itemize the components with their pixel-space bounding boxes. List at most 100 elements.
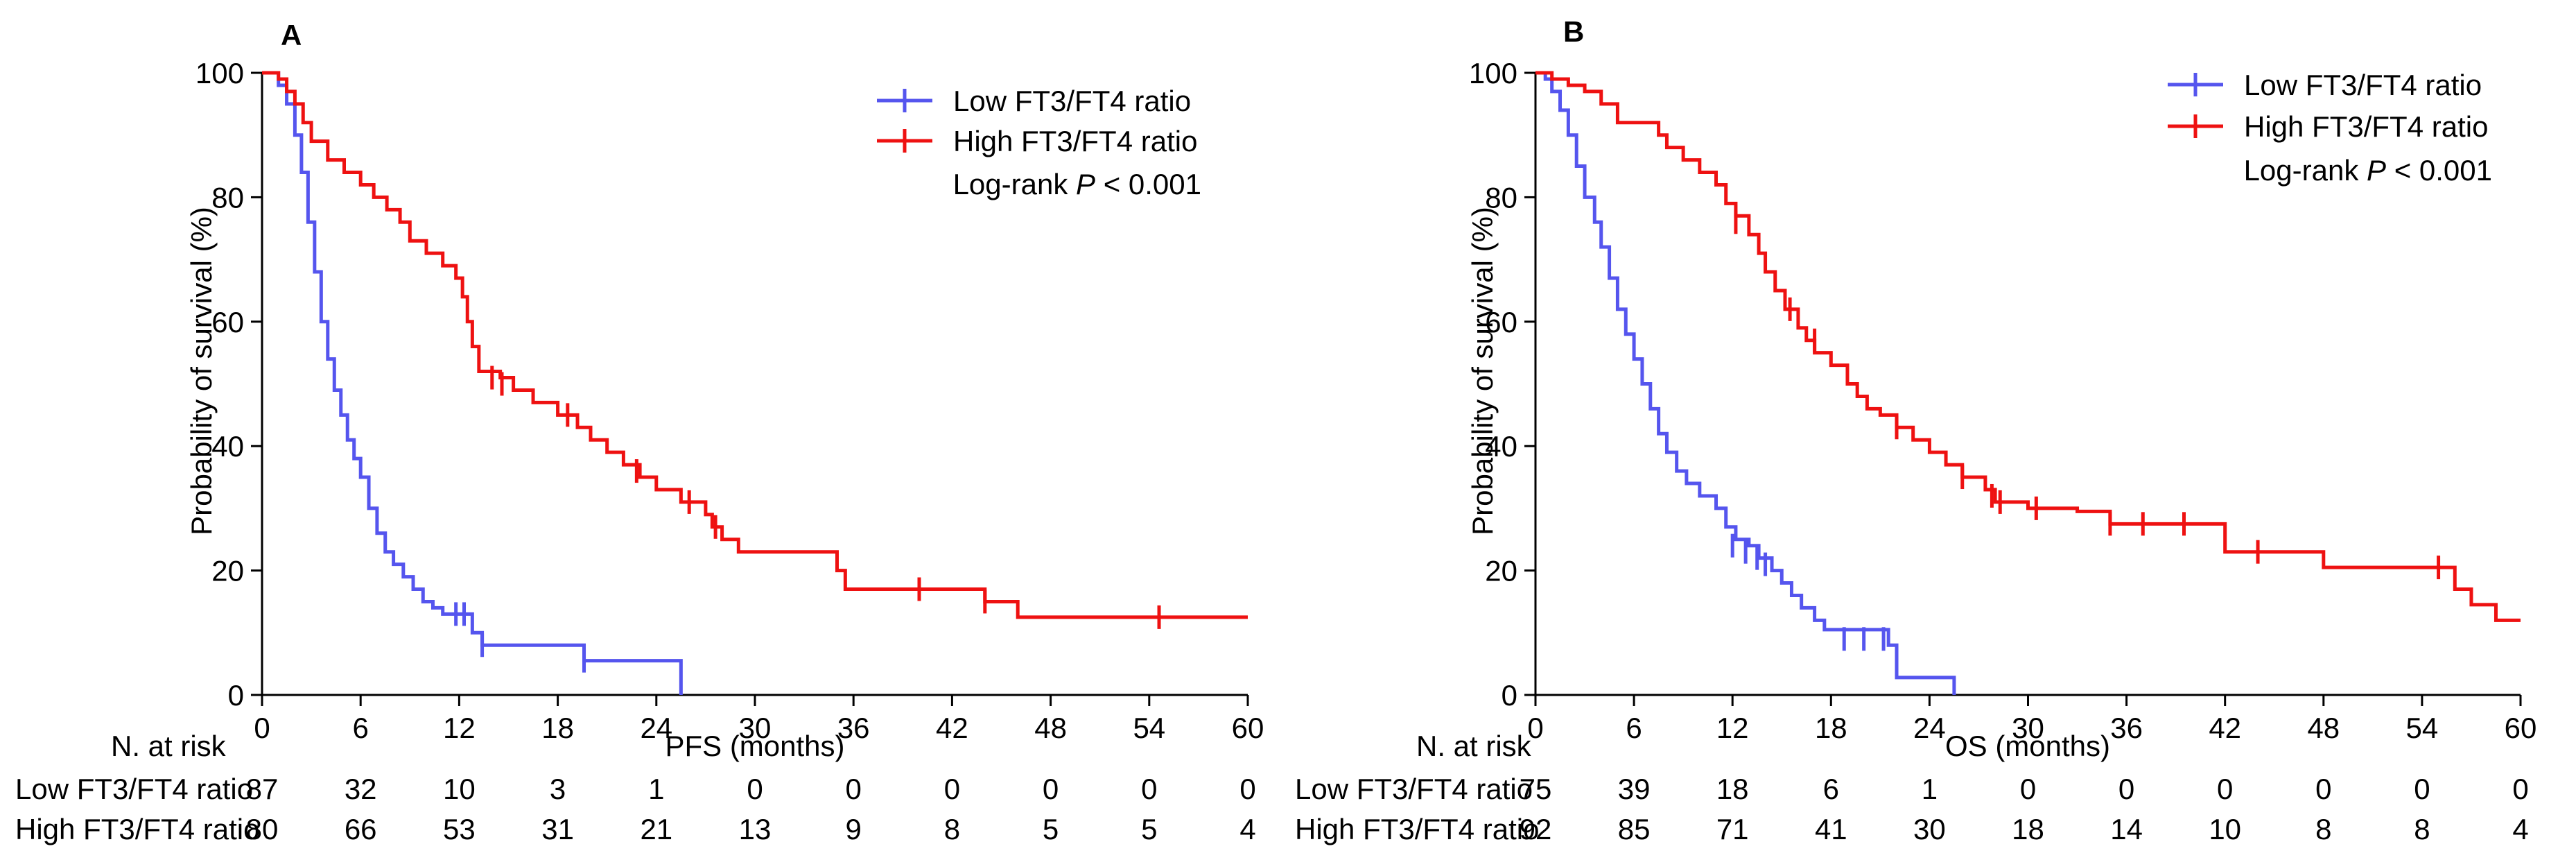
y-axis-label: Probability of survival (%)	[1466, 207, 1499, 535]
risk-value: 0	[846, 773, 862, 805]
risk-row-label-low: Low FT3/FT4 ratio	[15, 773, 253, 805]
x-tick-label: 24	[640, 712, 672, 744]
y-tick-label: 20	[1485, 555, 1517, 587]
risk-value: 5	[1043, 813, 1059, 845]
risk-values: 75 39 18 6 1 0 0 0 0 0 092 85 71 41 30 18 14 10 8 8 4	[1520, 773, 2529, 845]
risk-table: N. at risk Low FT3/FT4 ratio High FT3/FT…	[15, 730, 1256, 845]
risk-value: 30	[1913, 813, 1946, 845]
x-tick-label: 48	[1034, 712, 1067, 744]
legend: Low FT3/FT4 ratio High FT3/FT4 ratio	[877, 85, 1197, 157]
risk-value: 87	[246, 773, 279, 805]
x-tick-label: 12	[1716, 712, 1749, 744]
legend-label-high: High FT3/FT4 ratio	[953, 125, 1197, 157]
log-rank-stat: Log-rank P < 0.001	[2244, 154, 2492, 187]
x-tick-label: 6	[1626, 712, 1642, 744]
y-tick-label: 0	[228, 679, 244, 712]
axes: 0 6 12 18 24 30 36 42 48 54 60 0 20 40 60 80 100	[1469, 57, 2536, 744]
risk-values: 87 32 10 3 1 0 0 0 0 0 080 66 53 31 21 13 9 8 5 5 4	[246, 773, 1256, 845]
risk-value: 0	[2020, 773, 2036, 805]
risk-value: 0	[2118, 773, 2134, 805]
x-tick-label: 30	[739, 712, 772, 744]
x-tick-label: 36	[2110, 712, 2143, 744]
risk-value: 8	[2315, 813, 2331, 845]
x-tick-label: 18	[541, 712, 574, 744]
risk-value: 14	[2110, 813, 2143, 845]
risk-value: 1	[648, 773, 664, 805]
series-high-ratio	[1535, 71, 2521, 622]
risk-value: 80	[246, 813, 279, 845]
x-tick-label: 6	[353, 712, 369, 744]
axes: 0 6 12 18 24 30 36 42 48 54 60 0 20 40 60 80 100	[195, 57, 1264, 744]
risk-value: 0	[2217, 773, 2233, 805]
risk-value: 18	[1716, 773, 1749, 805]
y-tick-label: 60	[211, 306, 244, 338]
y-tick-label: 0	[1502, 679, 1517, 712]
y-tick-label: 60	[1485, 306, 1517, 338]
risk-row-label-high: High FT3/FT4 ratio	[15, 813, 259, 845]
risk-value: 0	[2512, 773, 2528, 805]
panel-a: A Probability of survival (%) PFS (month…	[15, 19, 1264, 845]
y-tick-label: 80	[211, 181, 244, 214]
risk-value: 32	[345, 773, 377, 805]
risk-value: 0	[944, 773, 960, 805]
x-axis-label: PFS (months)	[665, 730, 844, 762]
y-axis-label: Probability of survival (%)	[185, 207, 218, 535]
risk-table: N. at risk Low FT3/FT4 ratio High FT3/FT…	[1295, 730, 2529, 845]
risk-value: 4	[1239, 813, 1255, 845]
risk-value: 66	[345, 813, 377, 845]
series-low-ratio	[1535, 71, 1956, 695]
x-tick-label: 60	[2505, 712, 2537, 744]
risk-value: 75	[1520, 773, 1552, 805]
risk-value: 18	[2012, 813, 2044, 845]
risk-value: 8	[2414, 813, 2430, 845]
series-group	[1535, 71, 2521, 695]
x-tick-label: 30	[2012, 712, 2044, 744]
y-tick-label: 100	[1469, 57, 1517, 89]
risk-value: 10	[2209, 813, 2241, 845]
x-axis-label: OS (months)	[1945, 730, 2110, 762]
y-tick-label: 20	[211, 555, 244, 587]
risk-value: 53	[443, 813, 476, 845]
legend-label-high: High FT3/FT4 ratio	[2244, 110, 2488, 143]
risk-value: 3	[550, 773, 566, 805]
risk-value: 0	[1043, 773, 1059, 805]
risk-value: 1	[1922, 773, 1938, 805]
legend-label-low: Low FT3/FT4 ratio	[2244, 69, 2482, 101]
x-tick-label: 42	[2209, 712, 2241, 744]
risk-value: 5	[1141, 813, 1157, 845]
risk-table-header: N. at risk	[1416, 730, 1532, 762]
risk-value: 0	[747, 773, 763, 805]
y-tick-label: 40	[1485, 430, 1517, 463]
risk-value: 9	[846, 813, 862, 845]
survival-curve	[262, 71, 683, 695]
panel-label: B	[1563, 15, 1584, 48]
x-tick-label: 24	[1913, 712, 1946, 744]
risk-value: 71	[1716, 813, 1749, 845]
legend: Low FT3/FT4 ratio High FT3/FT4 ratio	[2168, 69, 2488, 143]
x-tick-label: 36	[837, 712, 870, 744]
risk-value: 41	[1815, 813, 1847, 845]
series-high-ratio	[262, 71, 1248, 629]
x-tick-label: 0	[1527, 712, 1543, 744]
panel-b: B Probability of survival (%) OS (months…	[1295, 15, 2536, 845]
y-tick-label: 80	[1485, 181, 1517, 214]
x-tick-label: 48	[2307, 712, 2340, 744]
risk-value: 92	[1520, 813, 1552, 845]
x-tick-label: 54	[2406, 712, 2439, 744]
risk-value: 0	[1239, 773, 1255, 805]
risk-value: 10	[443, 773, 476, 805]
legend-label-low: Low FT3/FT4 ratio	[953, 85, 1191, 117]
survival-curve	[1535, 71, 1956, 695]
risk-value: 85	[1618, 813, 1651, 845]
x-tick-label: 18	[1815, 712, 1847, 744]
panel-label: A	[281, 19, 302, 51]
risk-value: 4	[2512, 813, 2528, 845]
risk-value: 0	[2414, 773, 2430, 805]
risk-value: 21	[640, 813, 672, 845]
series-group	[262, 71, 1248, 695]
series-low-ratio	[262, 71, 683, 695]
risk-row-label-high: High FT3/FT4 ratio	[1295, 813, 1539, 845]
risk-row-label-low: Low FT3/FT4 ratio	[1295, 773, 1533, 805]
x-tick-label: 42	[936, 712, 968, 744]
